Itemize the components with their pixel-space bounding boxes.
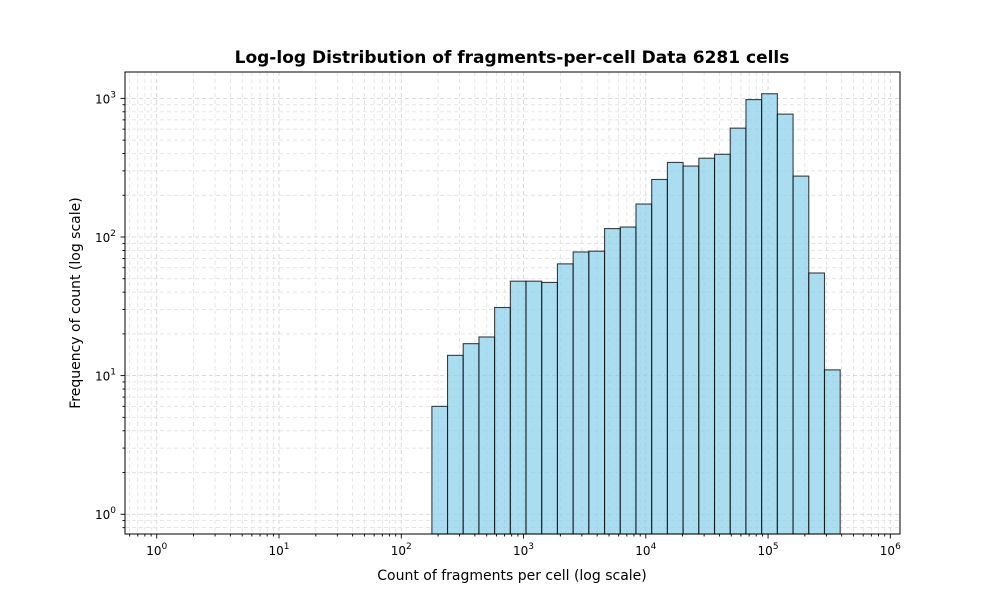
histogram-bar — [745, 99, 763, 535]
histogram-bar — [446, 354, 464, 535]
histogram-bar — [651, 178, 668, 535]
x-tick-label: 105 — [758, 542, 779, 558]
histogram-bar — [572, 251, 590, 535]
histogram-bar — [823, 369, 841, 535]
histogram-bar — [556, 263, 574, 535]
x-axis-label: Count of fragments per cell (log scale) — [377, 568, 647, 584]
y-tick-label: 100 — [95, 506, 116, 522]
x-tick-label: 104 — [635, 542, 656, 558]
histogram-bar — [713, 153, 731, 535]
axis-ticks: 100 101 102 103 104 105 106 100 101 102 103 — [95, 90, 901, 558]
histogram-bar — [729, 127, 747, 535]
histogram-bar — [698, 157, 716, 535]
histogram-bar — [761, 93, 778, 535]
plot-frame — [124, 71, 901, 535]
histogram-bar — [494, 306, 511, 535]
y-tick-label: 101 — [95, 368, 116, 384]
histogram-bar — [462, 343, 480, 535]
histogram-bar — [666, 161, 684, 535]
histogram-bar — [509, 280, 527, 535]
x-tick-label: 101 — [268, 542, 289, 558]
histogram-bar — [478, 336, 496, 535]
x-tick-label: 100 — [146, 542, 167, 558]
histogram-bar — [541, 281, 558, 535]
histogram-bar — [604, 228, 621, 535]
x-tick-label: 103 — [513, 542, 534, 558]
y-tick-label: 103 — [95, 90, 116, 106]
y-axis-label: Frequency of count (log scale) — [68, 197, 84, 408]
histogram-bar — [682, 165, 700, 535]
histogram-bar — [431, 405, 449, 535]
histogram-bar — [635, 203, 653, 535]
chart-title: Log-log Distribution of fragments-per-ce… — [235, 48, 790, 68]
x-tick-label: 102 — [391, 542, 412, 558]
x-tick-label: 106 — [880, 542, 901, 558]
histogram-bar — [776, 113, 794, 535]
histogram-bar — [588, 250, 606, 535]
histogram-bar — [619, 226, 637, 535]
histogram-bar — [792, 175, 810, 535]
histogram-bar — [525, 280, 543, 535]
y-tick-label: 102 — [95, 229, 116, 245]
histogram-bars — [431, 93, 841, 535]
histogram-bar — [808, 272, 826, 535]
